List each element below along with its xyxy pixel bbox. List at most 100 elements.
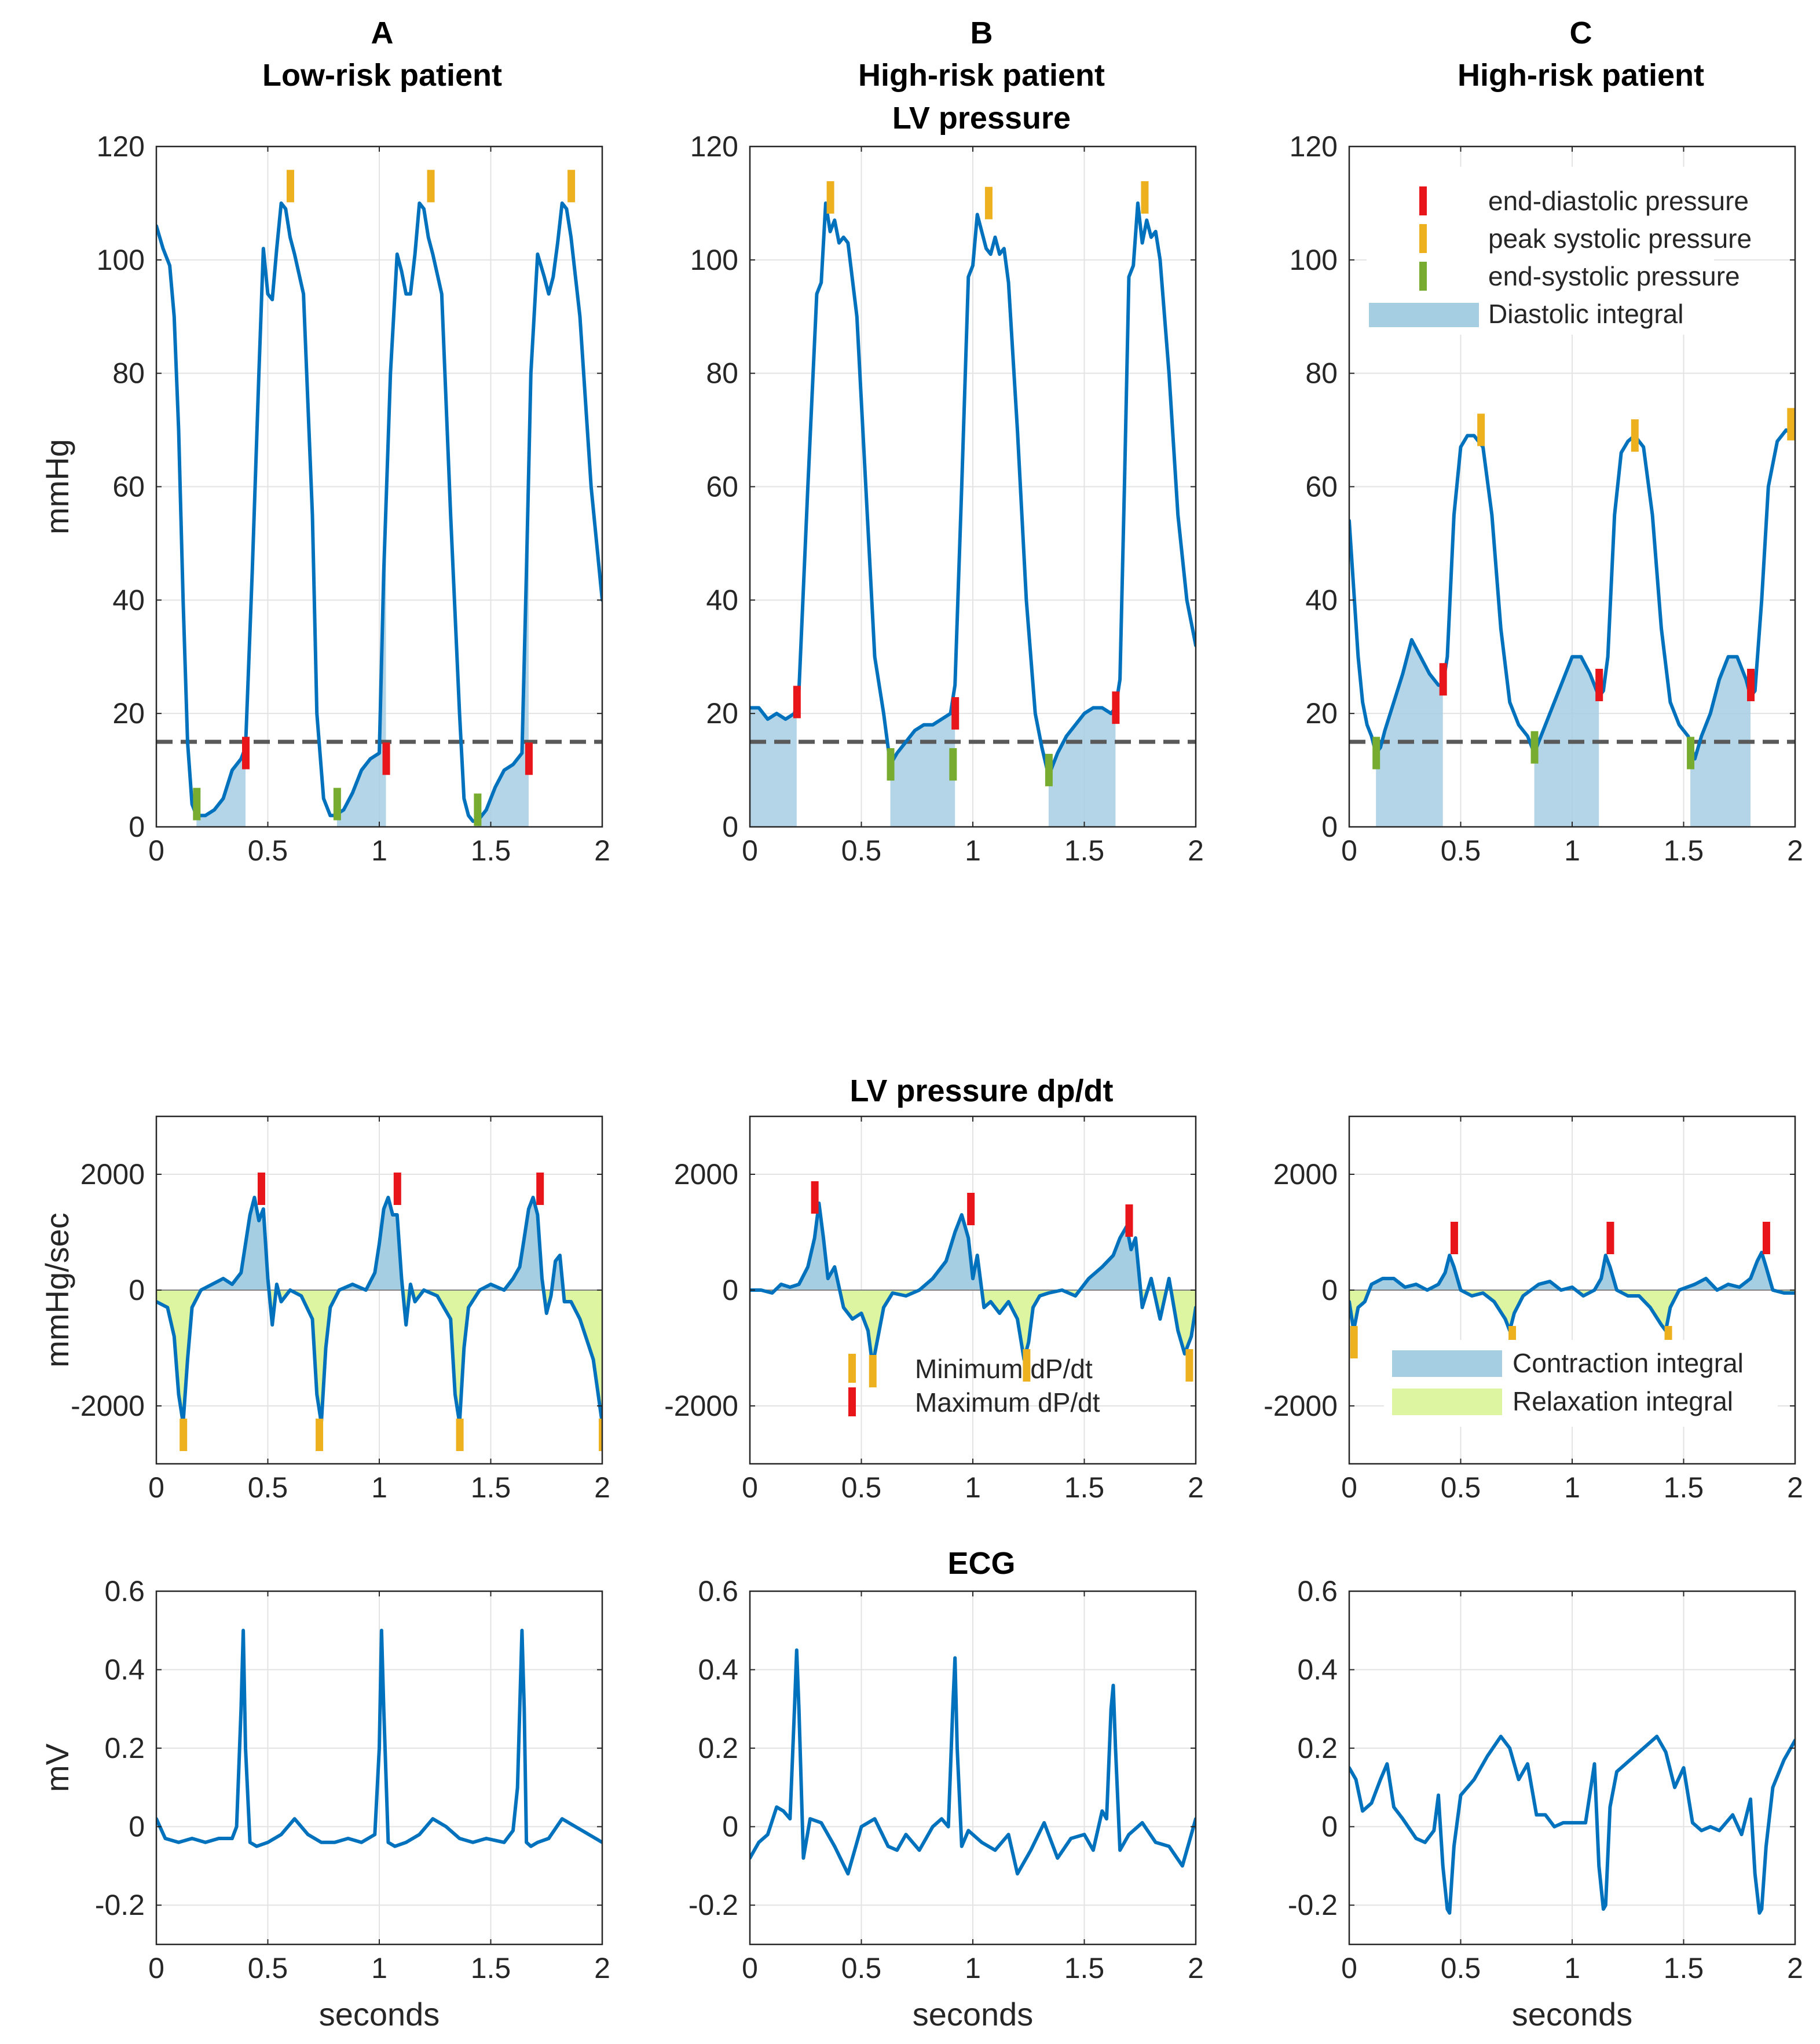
end-diastolic-marker-2 (525, 742, 533, 775)
end-systolic-marker-0 (193, 787, 201, 820)
diastolic-integral-area-0 (196, 747, 246, 827)
end-systolic-marker-1 (333, 787, 341, 820)
plot-area (750, 1648, 1196, 1876)
legend-end-systolic-swatch (1419, 262, 1427, 291)
row-title-lv-pressure: LV pressure (892, 101, 1071, 135)
min-dpdt-marker-1 (1023, 1349, 1031, 1382)
x-tick-label-2: 1 (965, 1471, 981, 1504)
x-tick-label-4: 2 (1188, 834, 1204, 867)
diastolic-integral-area-0 (1376, 639, 1443, 827)
plot-area (156, 1173, 602, 1451)
plot-area (750, 1181, 1196, 1387)
x-tick-label-1: 0.5 (841, 834, 882, 867)
y-tick-label-4: 0.6 (698, 1575, 738, 1607)
signal-line (1349, 1251, 1795, 1332)
y-tick-label-2: 2000 (674, 1158, 738, 1190)
y-tick-label-2: 40 (706, 584, 738, 616)
min-dpdt-marker-0 (869, 1355, 877, 1387)
y-axis-label: mmHg/sec (39, 1213, 75, 1368)
y-tick-label-4: 80 (112, 357, 145, 390)
x-tick-label-0: 0 (1341, 834, 1357, 867)
legend-max-dpdt-label: Maximum dP/dt (915, 1387, 1100, 1417)
max-dpdt-marker-0 (1450, 1222, 1458, 1254)
signal-line (156, 1196, 602, 1425)
end-diastolic-marker-1 (382, 742, 390, 775)
legend-peak-systolic-swatch (1419, 224, 1427, 253)
signal-line (156, 1628, 602, 1848)
x-tick-label-3: 1.5 (1064, 1952, 1105, 1984)
col-a-letter: A (371, 16, 394, 50)
signal-line (1349, 1734, 1795, 1915)
x-tick-label-3: 1.5 (1064, 1471, 1105, 1504)
y-tick-label-3: 0.4 (698, 1654, 738, 1686)
col-b-label: High-risk patient (858, 58, 1105, 93)
y-tick-label-4: 0.6 (1297, 1575, 1338, 1607)
y-tick-label-3: 60 (1305, 471, 1338, 503)
x-tick-label-0: 0 (148, 834, 164, 867)
dpdt-integral-legend: Contraction integral Relaxation integral (1384, 1340, 1778, 1427)
plot-area (1349, 1734, 1795, 1915)
y-tick-label-5: 100 (1290, 244, 1338, 276)
x-tick-label-1: 0.5 (841, 1471, 882, 1504)
peak-systolic-marker-0 (287, 170, 294, 203)
x-tick-label-0: 0 (148, 1952, 164, 1984)
y-tick-label-3: 60 (112, 471, 145, 503)
diastolic-integral-area-2 (1048, 708, 1116, 827)
diastolic-integral-area-1 (1534, 657, 1599, 827)
y-tick-label-1: 0 (1321, 1274, 1338, 1306)
y-tick-label-2: 0.2 (1297, 1732, 1338, 1764)
diastolic-integral-area-1 (336, 505, 386, 827)
y-tick-label-4: 80 (706, 357, 738, 390)
max-dpdt-marker-2 (1762, 1222, 1770, 1254)
end-diastolic-marker-0 (242, 737, 250, 770)
dpdt-panel-2: 0 0.5 1 1.5 2 -2000 0 2000 (1264, 1115, 1803, 1504)
y-tick-label-1: 20 (706, 697, 738, 730)
y-axis-label: mV (39, 1743, 75, 1792)
x-tick-label-3: 1.5 (471, 1952, 511, 1984)
x-tick-label-0: 0 (742, 1952, 758, 1984)
plot-area (1349, 408, 1795, 827)
x-tick-label-4: 2 (594, 1952, 610, 1984)
max-dpdt-marker-1 (393, 1173, 401, 1205)
col-c-letter: C (1570, 16, 1592, 50)
x-tick-label-3: 1.5 (1064, 834, 1105, 867)
y-tick-label-3: 0.4 (1297, 1654, 1338, 1686)
y-tick-label-3: 0.4 (104, 1654, 145, 1686)
plot-area (156, 170, 602, 827)
col-b-letter: B (971, 16, 993, 50)
x-tick-label-0: 0 (1341, 1471, 1357, 1504)
plot-area (750, 181, 1196, 827)
row-title-dpdt: LV pressure dp/dt (849, 1074, 1113, 1108)
signal-line (750, 201, 1196, 778)
x-tick-label-2: 1 (1564, 1471, 1580, 1504)
end-systolic-marker-2 (1687, 737, 1695, 770)
max-dpdt-marker-0 (257, 1173, 265, 1205)
y-tick-label-0: -0.2 (95, 1889, 145, 1921)
x-tick-label-4: 2 (1188, 1471, 1204, 1504)
end-diastolic-marker-1 (951, 697, 960, 730)
y-tick-label-2: 40 (112, 584, 145, 616)
legend-diastolic-integral-swatch (1369, 303, 1479, 327)
end-systolic-marker-1 (1530, 731, 1539, 764)
diastolic-integral-area-2 (477, 472, 529, 827)
x-axis-label: seconds (1512, 1996, 1633, 2032)
y-tick-label-1: 0 (722, 1811, 738, 1843)
min-dpdt-marker-0 (180, 1419, 188, 1451)
x-tick-label-4: 2 (1787, 1952, 1803, 1984)
end-diastolic-marker-0 (1439, 663, 1447, 696)
legend-min-dpdt-swatch (848, 1354, 856, 1383)
diastolic-integral-area-0 (750, 702, 797, 827)
col-a-label: Low-risk patient (262, 58, 502, 93)
y-tick-label-1: 20 (1305, 697, 1338, 730)
x-tick-label-3: 1.5 (1664, 1952, 1704, 1984)
end-systolic-marker-2 (1045, 753, 1053, 786)
x-tick-label-0: 0 (742, 1471, 758, 1504)
x-axis-label: seconds (913, 1996, 1034, 2032)
legend-end-diastolic-label: end-diastolic pressure (1488, 186, 1749, 216)
legend-diastolic-integral-label: Diastolic integral (1488, 299, 1683, 329)
end-diastolic-marker-0 (793, 686, 801, 719)
legend-relaxation-label: Relaxation integral (1513, 1386, 1733, 1416)
